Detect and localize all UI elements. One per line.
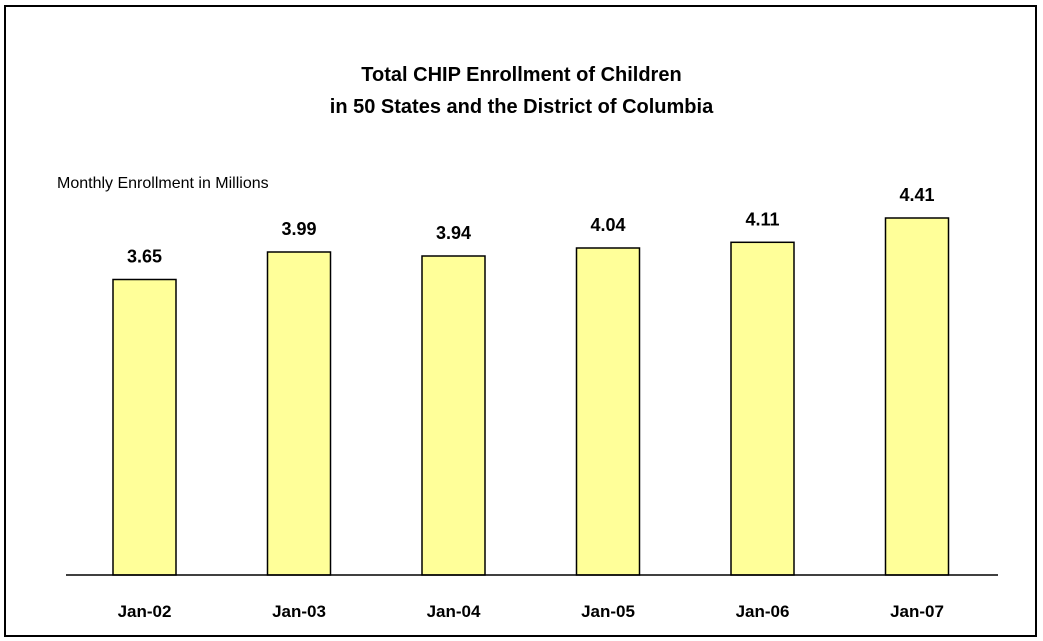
data-label-Jan-06: 4.11 — [745, 209, 779, 229]
x-tick-labels-group: Jan-02 Jan-03 Jan-04 Jan-05 Jan-06 Jan-07 — [118, 602, 944, 621]
bar-Jan-04 — [421, 255, 486, 576]
data-label-Jan-02: 3.65 — [127, 247, 162, 267]
bar-Jan-07 — [884, 217, 950, 576]
bars-group — [112, 217, 950, 576]
x-tick-label-Jan-02: Jan-02 — [118, 602, 172, 621]
data-labels-group: 3.65 3.99 3.94 4.04 4.11 4.41 — [127, 185, 935, 267]
data-label-Jan-05: 4.04 — [590, 215, 625, 235]
chart-title-line-1: Total CHIP Enrollment of Children — [361, 64, 682, 86]
x-tick-label-Jan-07: Jan-07 — [890, 602, 944, 621]
y-axis-label: Monthly Enrollment in Millions — [57, 175, 269, 192]
data-label-Jan-07: 4.41 — [899, 185, 934, 205]
bar-Jan-05 — [575, 247, 641, 576]
data-label-Jan-04: 3.94 — [436, 223, 471, 243]
chart-title-line-2: in 50 States and the District of Columbi… — [329, 96, 714, 118]
x-tick-label-Jan-03: Jan-03 — [272, 602, 326, 621]
bar-Jan-06 — [730, 241, 795, 576]
x-tick-label-Jan-04: Jan-04 — [427, 602, 481, 621]
bar-Jan-02 — [112, 278, 177, 576]
x-tick-label-Jan-05: Jan-05 — [581, 602, 635, 621]
data-label-Jan-03: 3.99 — [281, 219, 316, 239]
x-tick-label-Jan-06: Jan-06 — [736, 602, 790, 621]
bar-Jan-03 — [266, 251, 332, 576]
